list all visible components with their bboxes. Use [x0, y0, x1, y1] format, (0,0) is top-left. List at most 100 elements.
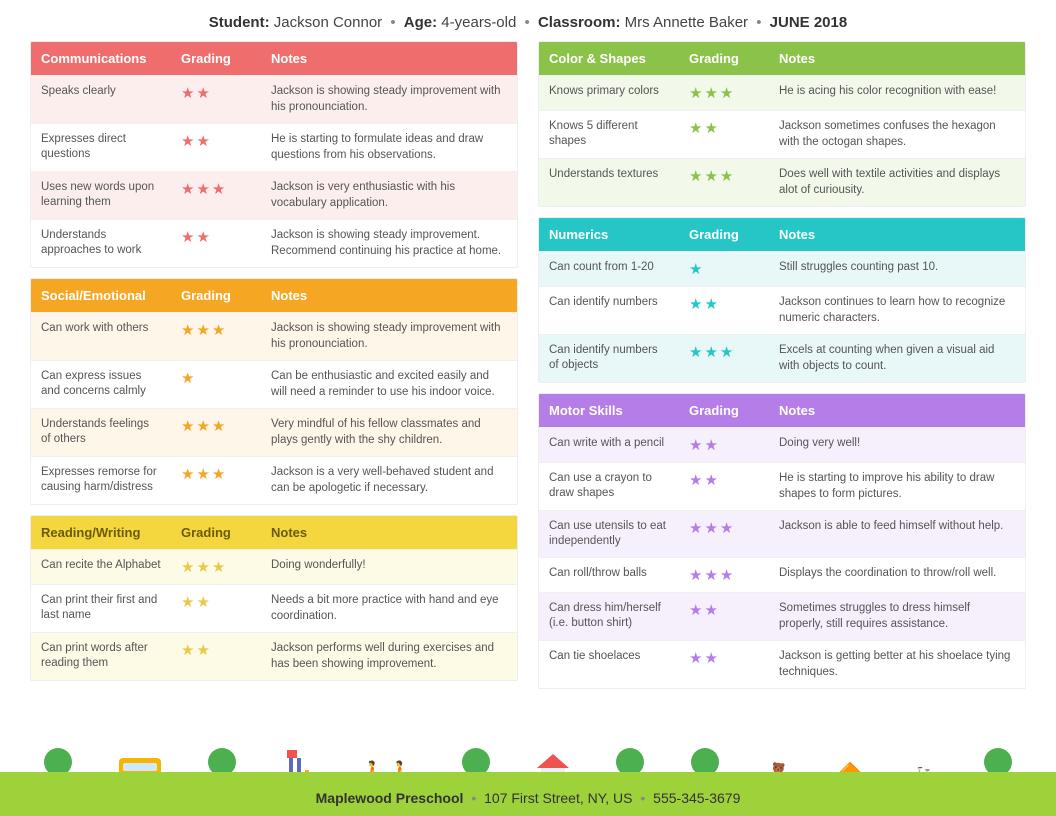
section-title: Social/Emotional	[31, 279, 171, 312]
note-cell: Jackson is showing steady improvement. R…	[261, 220, 517, 267]
separator-dot: •	[521, 14, 534, 31]
note-cell: He is starting to formulate ideas and dr…	[261, 124, 517, 171]
table-row: Knows primary colors ★★★ He is acing his…	[539, 75, 1025, 110]
stars-cell: ★★★	[171, 172, 261, 219]
skill-cell: Can print their first and last name	[31, 585, 171, 632]
classroom-label: Classroom:	[538, 14, 621, 31]
col-grading: Grading	[679, 218, 769, 251]
stars-cell: ★★★	[679, 335, 769, 382]
col-grading: Grading	[679, 42, 769, 75]
col-notes: Notes	[769, 394, 1025, 427]
stars-cell: ★★	[679, 641, 769, 688]
skill-cell: Expresses remorse for causing harm/distr…	[31, 457, 171, 504]
table-row: Uses new words upon learning them ★★★ Ja…	[31, 171, 517, 219]
section-numerics: Numerics Grading Notes Can count from 1-…	[538, 217, 1026, 383]
stars-cell: ★★	[171, 76, 261, 123]
school-address: 107 First Street, NY, US	[484, 790, 632, 806]
table-row: Can work with others ★★★ Jackson is show…	[31, 312, 517, 360]
stars-cell: ★★★	[679, 558, 769, 592]
note-cell: Can be enthusiastic and excited easily a…	[261, 361, 517, 408]
note-cell: Jackson is showing steady improvement wi…	[261, 313, 517, 360]
section-motor: Motor Skills Grading Notes Can write wit…	[538, 393, 1026, 689]
section-title: Numerics	[539, 218, 679, 251]
footer-text: Maplewood Preschool • 107 First Street, …	[0, 790, 1056, 806]
skill-cell: Understands approaches to work	[31, 220, 171, 267]
section-color: Color & Shapes Grading Notes Knows prima…	[538, 41, 1026, 207]
skill-cell: Expresses direct questions	[31, 124, 171, 171]
skill-cell: Can identify numbers of objects	[539, 335, 679, 382]
note-cell: He is acing his color recognition with e…	[769, 76, 1025, 110]
left-column: Communications Grading Notes Speaks clea…	[30, 41, 518, 689]
skill-cell: Can express issues and concerns calmly	[31, 361, 171, 408]
note-cell: Does well with textile activities and di…	[769, 159, 1025, 206]
col-grading: Grading	[171, 279, 261, 312]
col-grading: Grading	[679, 394, 769, 427]
table-row: Can use utensils to eat independently ★★…	[539, 510, 1025, 557]
separator-dot: •	[386, 14, 399, 31]
section-title: Color & Shapes	[539, 42, 679, 75]
col-notes: Notes	[261, 279, 517, 312]
note-cell: Jackson sometimes confuses the hexagon w…	[769, 111, 1025, 158]
separator-dot: •	[467, 790, 480, 806]
col-notes: Notes	[261, 42, 517, 75]
skill-cell: Can dress him/herself (i.e. button shirt…	[539, 593, 679, 640]
school-phone: 555-345-3679	[653, 790, 740, 806]
note-cell: Displays the coordination to throw/roll …	[769, 558, 1025, 592]
col-notes: Notes	[769, 42, 1025, 75]
table-row: Understands textures ★★★ Does well with …	[539, 158, 1025, 206]
note-cell: Needs a bit more practice with hand and …	[261, 585, 517, 632]
col-grading: Grading	[171, 42, 261, 75]
stars-cell: ★	[171, 361, 261, 408]
skill-cell: Can use a crayon to draw shapes	[539, 463, 679, 510]
note-cell: Jackson is able to feed himself without …	[769, 511, 1025, 557]
skill-cell: Can count from 1-20	[539, 252, 679, 286]
skill-cell: Knows primary colors	[539, 76, 679, 110]
section-communications: Communications Grading Notes Speaks clea…	[30, 41, 518, 268]
stars-cell: ★★★	[171, 409, 261, 456]
report-body: Communications Grading Notes Speaks clea…	[0, 41, 1056, 689]
note-cell: Sometimes struggles to dress himself pro…	[769, 593, 1025, 640]
stars-cell: ★★★	[171, 550, 261, 584]
table-row: Expresses remorse for causing harm/distr…	[31, 456, 517, 504]
table-row: Understands approaches to work ★★ Jackso…	[31, 219, 517, 267]
stars-cell: ★★	[171, 585, 261, 632]
student-label: Student:	[209, 14, 270, 31]
note-cell: Excels at counting when given a visual a…	[769, 335, 1025, 382]
age-value: 4-years-old	[441, 14, 516, 31]
skill-cell: Can roll/throw balls	[539, 558, 679, 592]
skill-cell: Can work with others	[31, 313, 171, 360]
stars-cell: ★★	[171, 124, 261, 171]
table-row: Can write with a pencil ★★ Doing very we…	[539, 427, 1025, 462]
section-title: Motor Skills	[539, 394, 679, 427]
skill-cell: Can write with a pencil	[539, 428, 679, 462]
note-cell: Jackson is a very well-behaved student a…	[261, 457, 517, 504]
stars-cell: ★	[679, 252, 769, 286]
table-row: Can recite the Alphabet ★★★ Doing wonder…	[31, 549, 517, 584]
report-date: JUNE 2018	[770, 14, 848, 31]
table-row: Speaks clearly ★★ Jackson is showing ste…	[31, 75, 517, 123]
stars-cell: ★★	[679, 593, 769, 640]
student-name: Jackson Connor	[274, 14, 382, 31]
stars-cell: ★★★	[171, 457, 261, 504]
skill-cell: Understands textures	[539, 159, 679, 206]
note-cell: Jackson is very enthusiastic with his vo…	[261, 172, 517, 219]
stars-cell: ★★	[171, 633, 261, 680]
table-row: Can identify numbers of objects ★★★ Exce…	[539, 334, 1025, 382]
note-cell: Jackson performs well during exercises a…	[261, 633, 517, 680]
note-cell: Very mindful of his fellow classmates an…	[261, 409, 517, 456]
note-cell: Jackson continues to learn how to recogn…	[769, 287, 1025, 334]
stars-cell: ★★★	[679, 159, 769, 206]
stars-cell: ★★★	[679, 76, 769, 110]
col-notes: Notes	[261, 516, 517, 549]
table-row: Can use a crayon to draw shapes ★★ He is…	[539, 462, 1025, 510]
stars-cell: ★★	[679, 428, 769, 462]
right-column: Color & Shapes Grading Notes Knows prima…	[538, 41, 1026, 689]
table-row: Can print words after reading them ★★ Ja…	[31, 632, 517, 680]
skill-cell: Can recite the Alphabet	[31, 550, 171, 584]
separator-dot: •	[752, 14, 765, 31]
table-row: Can print their first and last name ★★ N…	[31, 584, 517, 632]
note-cell: He is starting to improve his ability to…	[769, 463, 1025, 510]
note-cell: Jackson is showing steady improvement wi…	[261, 76, 517, 123]
skill-cell: Understands feelings of others	[31, 409, 171, 456]
skill-cell: Can use utensils to eat independently	[539, 511, 679, 557]
